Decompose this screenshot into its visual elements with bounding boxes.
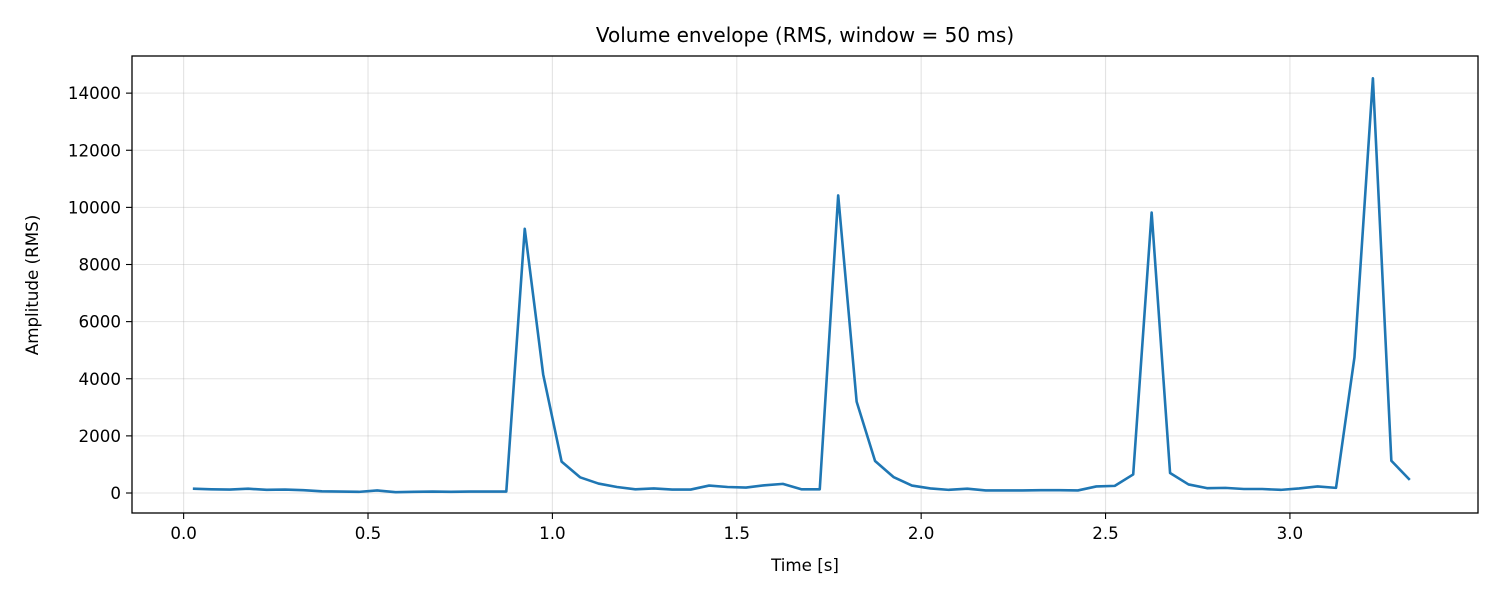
x-tick-label: 2.0: [908, 523, 935, 543]
series-layer: [192, 76, 1411, 494]
chart-title: Volume envelope (RMS, window = 50 ms): [596, 23, 1014, 47]
x-tick-label: 0.5: [355, 523, 382, 543]
y-tick-label: 2000: [79, 426, 121, 446]
x-tick-label: 0.0: [170, 523, 197, 543]
x-tick-label: 1.0: [539, 523, 566, 543]
x-tick-label: 2.5: [1092, 523, 1119, 543]
y-tick-label: 10000: [68, 197, 121, 217]
y-tick-label: 12000: [68, 140, 121, 160]
y-tick-label: 4000: [79, 369, 121, 389]
grid-lines: [132, 56, 1478, 513]
x-tick-label: 3.0: [1277, 523, 1304, 543]
y-tick-label: 6000: [79, 312, 121, 332]
x-tick-label: 1.5: [724, 523, 751, 543]
y-axis-ticks: 0 2000 4000 6000 8000 10000 12000 14000: [68, 83, 132, 503]
x-axis-ticks: 0.0 0.5 1.0 1.5 2.0 2.5 3.0: [170, 513, 1303, 543]
series-line-rms: [192, 76, 1411, 494]
y-axis-label: Amplitude (RMS): [22, 215, 42, 355]
plot-frame: [131, 55, 1479, 514]
y-tick-label: 14000: [68, 83, 121, 103]
y-tick-label: 0: [110, 483, 121, 503]
y-tick-label: 8000: [79, 255, 121, 275]
x-axis-label: Time [s]: [770, 555, 839, 575]
